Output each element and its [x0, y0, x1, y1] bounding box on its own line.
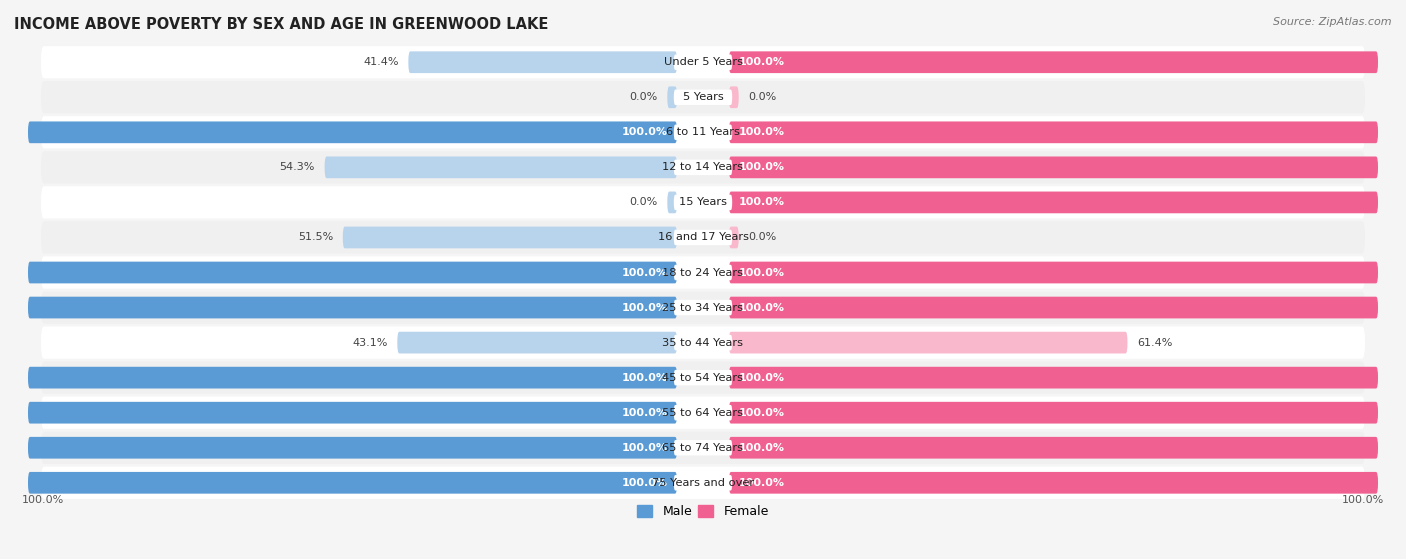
Text: 0.0%: 0.0%	[630, 92, 658, 102]
FancyBboxPatch shape	[728, 192, 1378, 214]
Text: 100.0%: 100.0%	[1343, 495, 1385, 505]
FancyBboxPatch shape	[41, 151, 1365, 183]
FancyBboxPatch shape	[673, 230, 733, 245]
Text: 43.1%: 43.1%	[352, 338, 388, 348]
FancyBboxPatch shape	[728, 437, 1378, 458]
FancyBboxPatch shape	[673, 335, 733, 350]
Text: 100.0%: 100.0%	[738, 268, 785, 277]
Text: 100.0%: 100.0%	[738, 408, 785, 418]
FancyBboxPatch shape	[41, 46, 1365, 78]
FancyBboxPatch shape	[28, 297, 678, 319]
FancyBboxPatch shape	[343, 226, 678, 248]
FancyBboxPatch shape	[673, 55, 733, 70]
Text: 54.3%: 54.3%	[280, 162, 315, 172]
FancyBboxPatch shape	[668, 87, 678, 108]
Text: 100.0%: 100.0%	[621, 127, 668, 138]
FancyBboxPatch shape	[728, 297, 1378, 319]
Text: Under 5 Years: Under 5 Years	[664, 57, 742, 67]
FancyBboxPatch shape	[728, 262, 1378, 283]
Text: 18 to 24 Years: 18 to 24 Years	[662, 268, 744, 277]
FancyBboxPatch shape	[673, 265, 733, 280]
Text: 16 and 17 Years: 16 and 17 Years	[658, 233, 748, 243]
FancyBboxPatch shape	[41, 257, 1365, 288]
Text: 5 Years: 5 Years	[683, 92, 723, 102]
Text: 100.0%: 100.0%	[21, 495, 63, 505]
FancyBboxPatch shape	[673, 195, 733, 210]
Text: Source: ZipAtlas.com: Source: ZipAtlas.com	[1274, 17, 1392, 27]
Legend: Male, Female: Male, Female	[633, 500, 773, 523]
FancyBboxPatch shape	[673, 370, 733, 385]
FancyBboxPatch shape	[28, 121, 678, 143]
FancyBboxPatch shape	[673, 89, 733, 105]
FancyBboxPatch shape	[728, 472, 1378, 494]
Text: 61.4%: 61.4%	[1137, 338, 1173, 348]
FancyBboxPatch shape	[41, 362, 1365, 394]
Text: 51.5%: 51.5%	[298, 233, 333, 243]
FancyBboxPatch shape	[28, 367, 678, 389]
FancyBboxPatch shape	[668, 192, 678, 214]
Text: 35 to 44 Years: 35 to 44 Years	[662, 338, 744, 348]
FancyBboxPatch shape	[408, 51, 678, 73]
Text: 25 to 34 Years: 25 to 34 Years	[662, 302, 744, 312]
FancyBboxPatch shape	[728, 157, 1378, 178]
Text: 100.0%: 100.0%	[738, 443, 785, 453]
FancyBboxPatch shape	[41, 186, 1365, 219]
FancyBboxPatch shape	[41, 432, 1365, 464]
Text: 41.4%: 41.4%	[363, 57, 398, 67]
Text: INCOME ABOVE POVERTY BY SEX AND AGE IN GREENWOOD LAKE: INCOME ABOVE POVERTY BY SEX AND AGE IN G…	[14, 17, 548, 32]
FancyBboxPatch shape	[728, 367, 1378, 389]
Text: 0.0%: 0.0%	[748, 92, 776, 102]
Text: 55 to 64 Years: 55 to 64 Years	[662, 408, 744, 418]
FancyBboxPatch shape	[28, 472, 678, 494]
FancyBboxPatch shape	[728, 402, 1378, 424]
Text: 100.0%: 100.0%	[621, 443, 668, 453]
Text: 6 to 11 Years: 6 to 11 Years	[666, 127, 740, 138]
FancyBboxPatch shape	[673, 125, 733, 140]
Text: 0.0%: 0.0%	[630, 197, 658, 207]
FancyBboxPatch shape	[41, 396, 1365, 429]
Text: 100.0%: 100.0%	[621, 302, 668, 312]
Text: 100.0%: 100.0%	[738, 162, 785, 172]
FancyBboxPatch shape	[728, 331, 1128, 353]
Text: 100.0%: 100.0%	[738, 197, 785, 207]
FancyBboxPatch shape	[41, 467, 1365, 499]
FancyBboxPatch shape	[728, 226, 738, 248]
Text: 65 to 74 Years: 65 to 74 Years	[662, 443, 744, 453]
Text: 100.0%: 100.0%	[738, 57, 785, 67]
FancyBboxPatch shape	[673, 475, 733, 490]
Text: 15 Years: 15 Years	[679, 197, 727, 207]
FancyBboxPatch shape	[28, 437, 678, 458]
FancyBboxPatch shape	[673, 300, 733, 315]
FancyBboxPatch shape	[41, 221, 1365, 254]
FancyBboxPatch shape	[41, 291, 1365, 324]
FancyBboxPatch shape	[41, 326, 1365, 359]
Text: 0.0%: 0.0%	[748, 233, 776, 243]
Text: 100.0%: 100.0%	[738, 373, 785, 383]
Text: 100.0%: 100.0%	[738, 127, 785, 138]
FancyBboxPatch shape	[728, 51, 1378, 73]
FancyBboxPatch shape	[728, 87, 738, 108]
Text: 100.0%: 100.0%	[621, 408, 668, 418]
FancyBboxPatch shape	[41, 116, 1365, 149]
Text: 12 to 14 Years: 12 to 14 Years	[662, 162, 744, 172]
Text: 100.0%: 100.0%	[738, 478, 785, 488]
Text: 75 Years and over: 75 Years and over	[652, 478, 754, 488]
Text: 45 to 54 Years: 45 to 54 Years	[662, 373, 744, 383]
Text: 100.0%: 100.0%	[621, 478, 668, 488]
Text: 100.0%: 100.0%	[738, 302, 785, 312]
FancyBboxPatch shape	[28, 262, 678, 283]
FancyBboxPatch shape	[673, 405, 733, 420]
FancyBboxPatch shape	[28, 402, 678, 424]
FancyBboxPatch shape	[325, 157, 678, 178]
FancyBboxPatch shape	[673, 160, 733, 175]
Text: 100.0%: 100.0%	[621, 373, 668, 383]
FancyBboxPatch shape	[398, 331, 678, 353]
FancyBboxPatch shape	[41, 81, 1365, 113]
FancyBboxPatch shape	[673, 440, 733, 456]
Text: 100.0%: 100.0%	[621, 268, 668, 277]
FancyBboxPatch shape	[728, 121, 1378, 143]
